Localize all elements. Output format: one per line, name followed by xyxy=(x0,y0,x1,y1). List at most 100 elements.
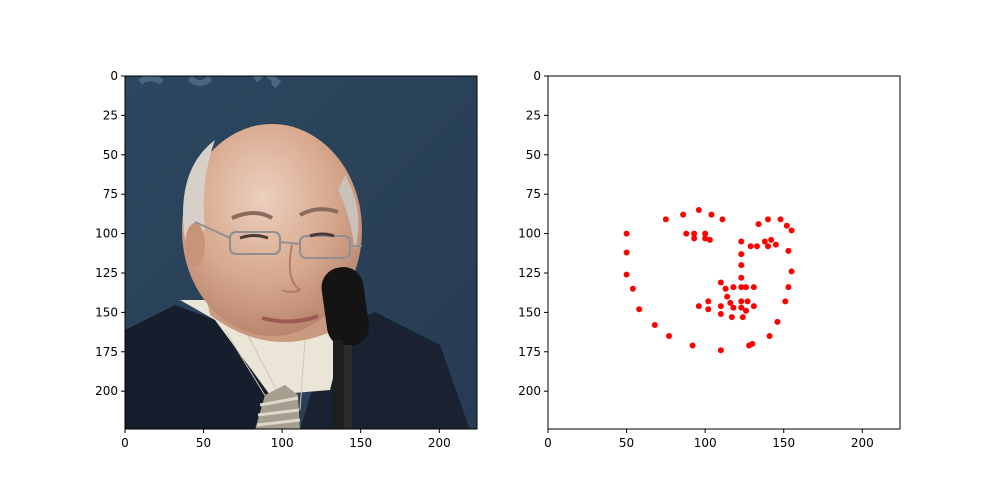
landmark-point xyxy=(708,211,715,218)
landmark-point xyxy=(689,342,696,349)
landmark-point xyxy=(788,268,795,275)
landmark-point xyxy=(782,298,789,305)
right-y-tick-label: 125 xyxy=(518,266,541,280)
right-x-tick-label: 50 xyxy=(619,436,634,450)
landmark-point xyxy=(777,216,784,223)
landmark-point xyxy=(702,230,709,237)
landmark-point xyxy=(666,333,672,340)
glasses xyxy=(194,221,362,259)
landmark-point xyxy=(739,314,746,321)
left-y-tick-label: 50 xyxy=(103,148,118,162)
right-x-tick-label: 0 xyxy=(544,436,552,450)
left-x-tick-label: 200 xyxy=(428,436,451,450)
eyebrow-right xyxy=(299,207,339,217)
microphone xyxy=(321,267,370,429)
eye-right xyxy=(309,232,335,238)
landmark-point xyxy=(717,303,724,310)
ear xyxy=(185,223,205,267)
hair-right xyxy=(338,175,359,250)
left-y-ticks: 0 25 50 75 100 125 150 175 200 xyxy=(95,69,125,398)
left-x-tick-label: 50 xyxy=(196,436,211,450)
landmark-point xyxy=(738,262,745,269)
right-y-tick-label: 25 xyxy=(526,108,541,122)
landmark-point xyxy=(738,304,745,311)
right-y-tick-label: 0 xyxy=(533,69,541,83)
right-y-tick-label: 75 xyxy=(526,187,541,201)
jacket-left xyxy=(125,305,300,429)
landmark-point xyxy=(738,251,745,258)
left-y-tick-label: 175 xyxy=(95,345,118,359)
right-x-tick-label: 100 xyxy=(694,436,717,450)
landmark-point xyxy=(705,306,712,313)
landmark-point xyxy=(785,247,792,254)
landmark-point xyxy=(691,230,698,237)
eyebrow-left xyxy=(231,211,274,220)
landmark-point xyxy=(719,216,726,223)
right-x-tick-label: 150 xyxy=(772,436,795,450)
landmark-point xyxy=(691,235,698,242)
landmark-point xyxy=(683,230,690,237)
landmark-point xyxy=(761,238,768,245)
landmark-point xyxy=(765,216,771,223)
left-y-tick-label: 200 xyxy=(95,384,118,398)
scatter-points xyxy=(623,206,795,354)
right-x-tick-label: 200 xyxy=(851,436,874,450)
right-y-tick-label: 100 xyxy=(518,227,541,241)
landmark-point xyxy=(702,235,709,242)
landmark-point xyxy=(728,314,735,321)
landmark-point xyxy=(783,222,790,229)
landmark-point xyxy=(623,271,630,278)
left-x-tick-label: 150 xyxy=(349,436,372,450)
tie xyxy=(255,385,300,429)
face-photo xyxy=(125,76,477,429)
landmark-point xyxy=(730,284,737,291)
right-axes-frame xyxy=(547,75,901,430)
right-y-tick-label: 50 xyxy=(526,148,541,162)
landmark-point xyxy=(730,304,737,311)
landmark-point xyxy=(747,243,754,250)
landmark-point xyxy=(629,285,636,292)
landmark-point xyxy=(738,238,745,245)
left-x-ticks: 0 50 100 150 200 xyxy=(121,429,451,450)
eye-left xyxy=(239,234,269,240)
landmark-point xyxy=(623,230,630,237)
landmark-point xyxy=(623,249,630,256)
right-y-tick-label: 175 xyxy=(518,345,541,359)
landmark-point xyxy=(738,284,745,291)
landmark-point xyxy=(743,307,749,314)
left-y-tick-label: 150 xyxy=(95,305,118,319)
right-y-ticks: 0 25 50 75 100 125 150 175 200 xyxy=(518,69,548,398)
landmark-point xyxy=(788,227,795,234)
right-x-ticks: 0 50 100 150 200 xyxy=(544,429,874,450)
right-y-tick-label: 150 xyxy=(518,305,541,319)
landmark-point xyxy=(785,284,792,291)
landmark-point xyxy=(744,298,751,305)
landmark-point xyxy=(750,303,757,310)
landmark-point xyxy=(662,216,669,223)
landmark-point xyxy=(766,333,773,340)
landmark-point xyxy=(717,347,724,354)
landmark-point xyxy=(765,243,771,250)
left-y-tick-label: 100 xyxy=(95,227,118,241)
landmark-point xyxy=(695,206,702,213)
landmark-point xyxy=(636,306,643,313)
left-y-tick-label: 75 xyxy=(103,187,118,201)
hair-left xyxy=(183,140,215,240)
landmark-point xyxy=(705,298,712,305)
landmark-point xyxy=(743,284,749,291)
right-axes: 0 50 100 150 200 0 25 50 75 100 125 150 175 200 xyxy=(518,69,901,450)
landmark-point xyxy=(695,303,702,310)
left-axes: 0 50 100 150 200 0 25 50 75 100 125 150 175 200 xyxy=(95,69,478,450)
mouth xyxy=(261,314,319,324)
landmark-point xyxy=(717,279,724,286)
landmark-point xyxy=(727,299,734,306)
right-y-tick-label: 200 xyxy=(518,384,541,398)
left-axes-frame xyxy=(124,75,478,430)
left-x-tick-label: 100 xyxy=(271,436,294,450)
nose xyxy=(281,244,302,293)
landmark-point xyxy=(680,211,687,218)
landmark-point xyxy=(738,298,745,305)
backdrop-lettering xyxy=(138,76,282,89)
landmark-point xyxy=(754,243,760,250)
